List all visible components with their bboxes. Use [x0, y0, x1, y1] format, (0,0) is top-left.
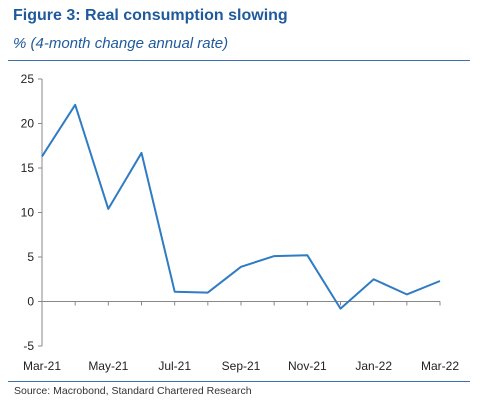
y-tick-label: -5	[23, 339, 34, 353]
bottom-divider	[8, 381, 470, 382]
x-tick-label: Sep-21	[222, 359, 261, 373]
top-divider	[8, 60, 470, 61]
y-tick-label: 25	[21, 72, 35, 86]
source-note: Source: Macrobond, Standard Chartered Re…	[14, 385, 252, 397]
series-line	[41, 103, 441, 310]
y-tick-label: 20	[21, 117, 35, 131]
y-tick-label: 0	[27, 295, 34, 309]
x-tick-label: Mar-22	[421, 359, 459, 373]
chart-title: Figure 3: Real consumption slowing	[13, 7, 288, 24]
x-tick-label: May-21	[88, 359, 128, 373]
x-tick-label: Nov-21	[288, 359, 327, 373]
y-tick-label: 10	[21, 206, 35, 220]
x-tick-label: Mar-21	[23, 359, 61, 373]
x-tick-label: Jan-22	[355, 359, 392, 373]
chart-subtitle: % (4-month change annual rate)	[13, 35, 229, 52]
x-tick-label: Jul-21	[158, 359, 191, 373]
y-tick-label: 5	[27, 250, 34, 264]
y-tick-label: 15	[21, 161, 35, 175]
